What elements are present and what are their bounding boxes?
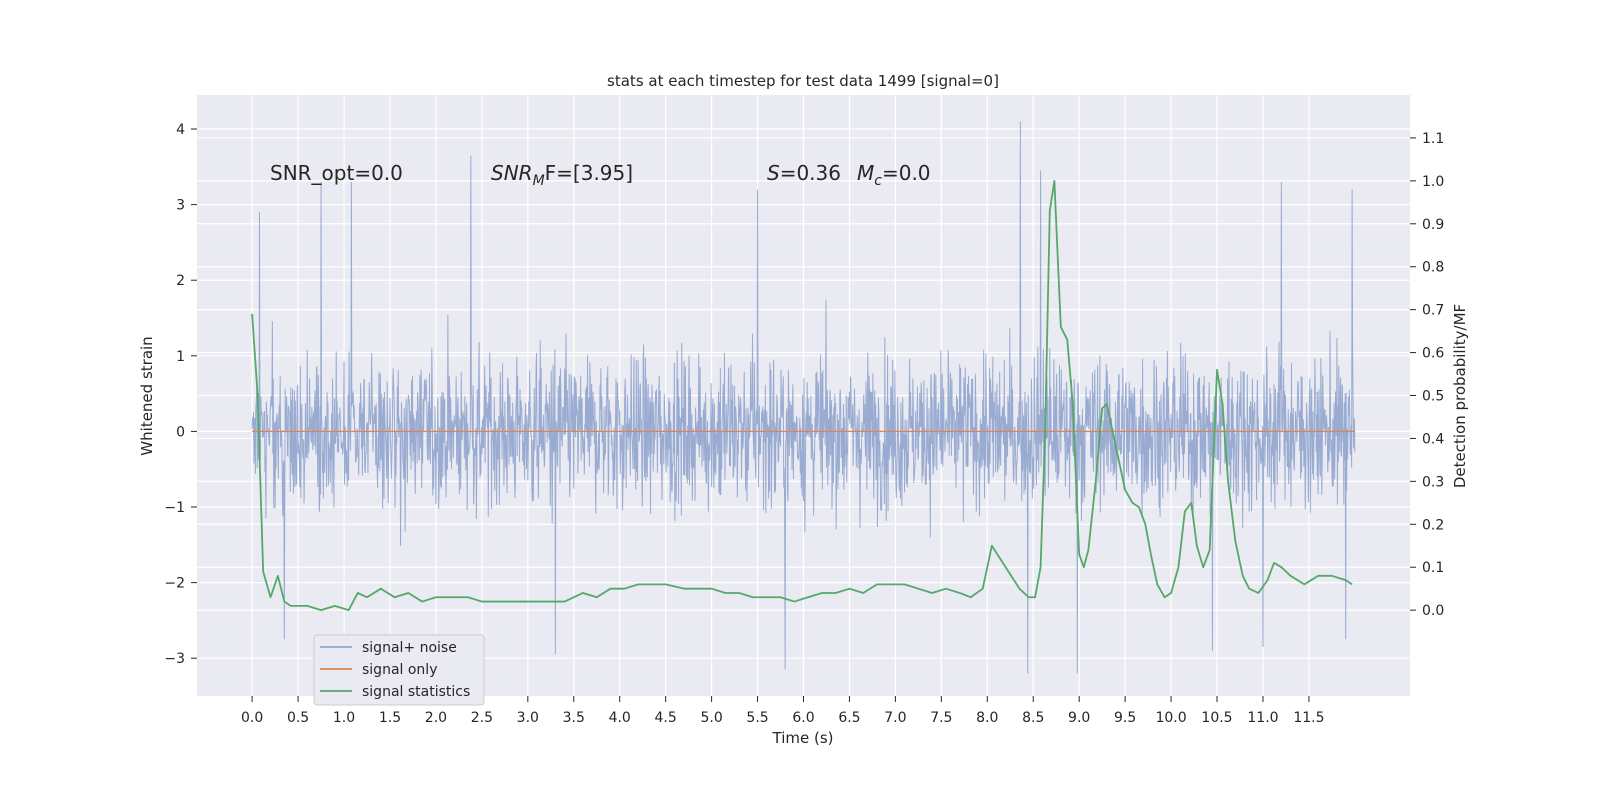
right-y-tick-label: 0.2 — [1422, 517, 1444, 533]
x-tick-label: 9.0 — [1068, 710, 1090, 726]
grid — [197, 95, 1410, 696]
left-y-tick-label: 2 — [176, 273, 185, 289]
x-tick-label: 10.5 — [1201, 710, 1232, 726]
annotation-snr-opt: SNR_opt=0.0 — [270, 161, 403, 185]
annotation-snr-mf-main: SNR — [491, 161, 533, 185]
left-y-tick-label: 1 — [176, 349, 185, 365]
left-y-tick-label: 4 — [176, 122, 185, 138]
x-tick-label: 2.0 — [425, 710, 447, 726]
annotation-snr-mf-subscript: M — [533, 173, 545, 189]
left-y-tick-label: 0 — [176, 424, 185, 440]
right-y-tick-label: 0.6 — [1422, 346, 1444, 362]
right-y-tick-label: 1.1 — [1422, 131, 1444, 147]
left-y-axis-ticks: −3 −2 −1 0 1 2 3 4 — [164, 122, 197, 667]
x-tick-label: 5.0 — [700, 710, 722, 726]
annotation-snr-mf-tail: F=[3.95] — [545, 161, 633, 185]
legend-label-signal-statistics: signal statistics — [362, 684, 470, 700]
right-y-axis-ticks: 0.0 0.1 0.2 0.3 0.4 0.5 0.6 0.7 0.8 0.9 1.0 1.1 — [1410, 131, 1444, 619]
x-tick-label: 1.0 — [333, 710, 355, 726]
annotation-s-tail: =0.36 — [780, 161, 841, 185]
x-tick-label: 4.5 — [655, 710, 677, 726]
annotation-mc-tail: =0.0 — [882, 161, 931, 185]
right-y-tick-label: 1.0 — [1422, 174, 1444, 190]
series-signal-noise — [251, 121, 1356, 674]
legend: signal+ noise signal only signal statist… — [313, 634, 485, 706]
x-tick-label: 0.5 — [287, 710, 309, 726]
x-tick-label: 11.5 — [1293, 710, 1324, 726]
annotation-snr-mf: SNRMF=[3.95] — [491, 161, 633, 189]
x-tick-label: 3.5 — [563, 710, 585, 726]
x-tick-label: 2.5 — [471, 710, 493, 726]
signal-statistics-line — [251, 179, 1353, 612]
right-y-tick-label: 0.7 — [1422, 303, 1444, 319]
left-y-tick-label: −3 — [164, 651, 185, 667]
series-signal-statistics — [251, 179, 1353, 612]
annotation-s-main: S — [767, 161, 780, 185]
legend-label-signal-only: signal only — [362, 662, 437, 678]
x-tick-label: 6.0 — [792, 710, 814, 726]
x-tick-label: 8.5 — [1022, 710, 1044, 726]
x-tick-label: 4.0 — [609, 710, 631, 726]
signal-noise-line — [251, 121, 1356, 674]
x-tick-label: 11.0 — [1247, 710, 1278, 726]
left-y-tick-label: 3 — [176, 198, 185, 214]
x-axis-ticks: 0.0 0.5 1.0 1.5 2.0 2.5 3.0 3.5 4.0 4.5 5.0 5.5 6.0 6… — [241, 696, 1325, 726]
x-tick-label: 3.0 — [517, 710, 539, 726]
x-tick-label: 0.0 — [241, 710, 263, 726]
annotation-mc-main: M — [857, 161, 874, 185]
x-tick-label: 8.0 — [976, 710, 998, 726]
annotation-snr-opt-text: SNR_opt=0.0 — [270, 161, 403, 185]
annotation-mc-subscript: c — [874, 173, 882, 189]
right-y-tick-label: 0.8 — [1422, 260, 1444, 276]
legend-label-signal-noise: signal+ noise — [362, 640, 457, 656]
annotation-s-and-mc: S=0.36 Mc=0.0 — [767, 161, 931, 189]
x-tick-label: 10.0 — [1155, 710, 1186, 726]
right-y-tick-label: 0.5 — [1422, 389, 1444, 405]
x-tick-label: 1.5 — [379, 710, 401, 726]
x-tick-label: 5.5 — [746, 710, 768, 726]
chart-title: stats at each timestep for test data 149… — [607, 72, 999, 90]
right-y-axis-label: Detection probability/MF — [1451, 304, 1469, 488]
right-y-tick-label: 0.1 — [1422, 560, 1444, 576]
left-y-tick-label: −2 — [164, 576, 185, 592]
right-y-tick-label: 0.4 — [1422, 431, 1444, 447]
x-tick-label: 7.5 — [930, 710, 952, 726]
x-tick-label: 7.0 — [884, 710, 906, 726]
right-y-tick-label: 0.0 — [1422, 603, 1444, 619]
left-y-axis-label: Whitened strain — [138, 336, 156, 455]
x-tick-label: 6.5 — [838, 710, 860, 726]
x-axis-label: Time (s) — [772, 729, 834, 747]
right-y-tick-label: 0.9 — [1422, 217, 1444, 233]
legend-box — [313, 634, 485, 706]
right-y-tick-label: 0.3 — [1422, 474, 1444, 490]
x-tick-label: 9.5 — [1114, 710, 1136, 726]
left-y-tick-label: −1 — [164, 500, 185, 516]
